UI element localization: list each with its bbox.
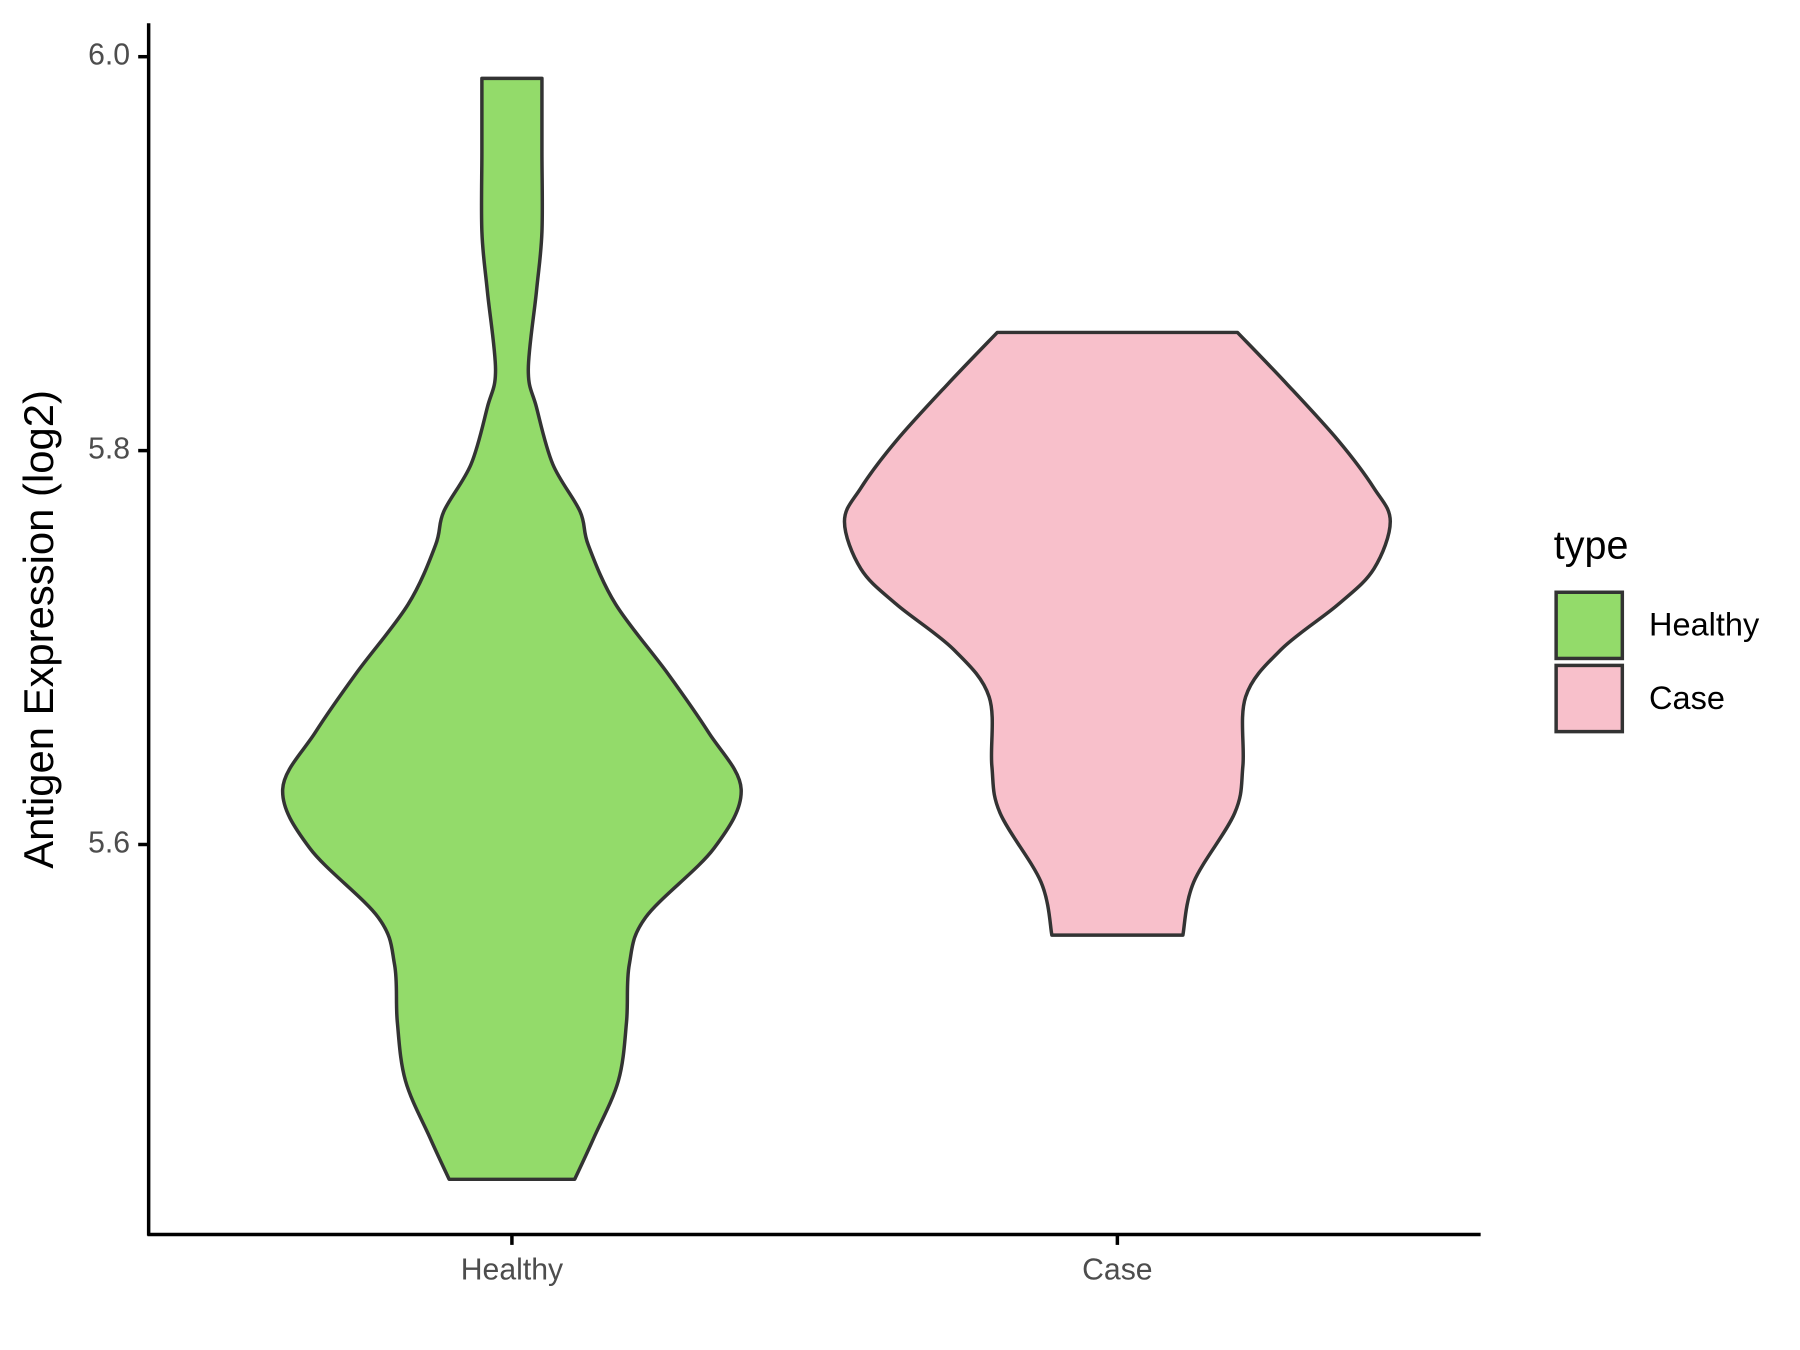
- y-tick-label: 5.8: [88, 433, 130, 466]
- violin: [842, 330, 1393, 937]
- legend-key: [1554, 663, 1625, 734]
- legend-title: type: [1554, 524, 1629, 568]
- x-tick-label: Case: [1082, 1254, 1152, 1287]
- legend-label: Case: [1649, 680, 1725, 716]
- y-tick-label: 6.0: [88, 39, 130, 72]
- violin: [280, 76, 743, 1182]
- legend-label: Healthy: [1649, 607, 1760, 643]
- x-tick-label: Healthy: [461, 1254, 564, 1287]
- legend-key: [1554, 590, 1625, 661]
- y-axis-title: Antigen Expression (log2): [15, 390, 62, 869]
- y-tick-label: 5.6: [88, 826, 130, 859]
